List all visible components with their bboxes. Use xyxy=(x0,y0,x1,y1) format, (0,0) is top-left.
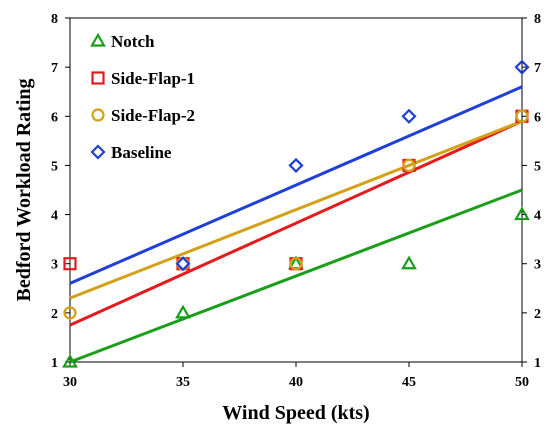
legend-label-side-flap-1: Side-Flap-1 xyxy=(111,69,195,88)
y-tick-label: 4 xyxy=(51,209,58,224)
trendline-side-flap-1 xyxy=(69,119,523,327)
y-tick-label: 5 xyxy=(51,159,58,174)
legend-label-notch: Notch xyxy=(111,32,155,51)
y2-tick-label: 1 xyxy=(534,356,541,371)
data-point-baseline xyxy=(288,157,304,173)
legend-label-baseline: Baseline xyxy=(111,143,172,162)
data-point-notch xyxy=(62,353,78,368)
legend-marker-side-flap-2 xyxy=(91,108,105,122)
data-point-baseline xyxy=(514,59,530,75)
trendline-notch xyxy=(69,188,523,364)
y2-tick-label: 3 xyxy=(534,258,541,273)
legend-marker-notch xyxy=(90,32,106,47)
y2-tick-label: 2 xyxy=(534,307,541,322)
x-tick-label: 45 xyxy=(402,375,416,390)
legend-label-side-flap-2: Side-Flap-2 xyxy=(111,106,195,125)
legend: Notch Side-Flap-1 Side-Flap-2 Baseline xyxy=(90,32,195,162)
data-point-notch xyxy=(514,206,530,221)
y-tick-label: 7 xyxy=(51,61,58,76)
legend-marker-side-flap-1 xyxy=(91,71,105,85)
data-point-side-flap-2 xyxy=(515,109,529,123)
x-tick-label: 50 xyxy=(515,375,529,390)
y-tick-label: 3 xyxy=(51,258,58,273)
x-tick-label: 40 xyxy=(289,375,303,390)
marker-layer xyxy=(62,59,530,368)
data-point-side-flap-2 xyxy=(176,257,190,271)
data-point-side-flap-1 xyxy=(63,257,77,271)
y2-tick-label: 5 xyxy=(534,159,541,174)
y-tick-label: 2 xyxy=(51,307,58,322)
x-axis-title: Wind Speed (kts) xyxy=(222,402,369,424)
y2-tick-label: 7 xyxy=(534,61,541,76)
data-point-side-flap-2 xyxy=(402,158,416,173)
y2-tick-label: 8 xyxy=(534,12,541,27)
y-tick-label: 8 xyxy=(51,12,58,27)
legend-marker-baseline xyxy=(90,144,106,160)
data-point-baseline xyxy=(401,108,417,124)
y2-tick-label: 4 xyxy=(534,209,541,224)
trendline-baseline xyxy=(69,85,523,285)
data-point-notch xyxy=(175,304,191,319)
data-point-side-flap-2 xyxy=(63,306,77,320)
x-tick-label: 30 xyxy=(63,375,77,390)
y2-tick-label: 6 xyxy=(534,110,541,125)
data-point-notch xyxy=(401,255,417,270)
trendline-layer xyxy=(69,85,523,364)
y-tick-label: 6 xyxy=(51,110,58,125)
y-axis-title: Bedford Workload Rating xyxy=(13,79,35,302)
x-tick-label: 35 xyxy=(176,375,190,390)
y-tick-label: 1 xyxy=(51,356,58,371)
data-point-baseline xyxy=(175,256,191,272)
data-point-side-flap-2 xyxy=(289,257,303,271)
trendline-side-flap-2 xyxy=(69,119,523,300)
